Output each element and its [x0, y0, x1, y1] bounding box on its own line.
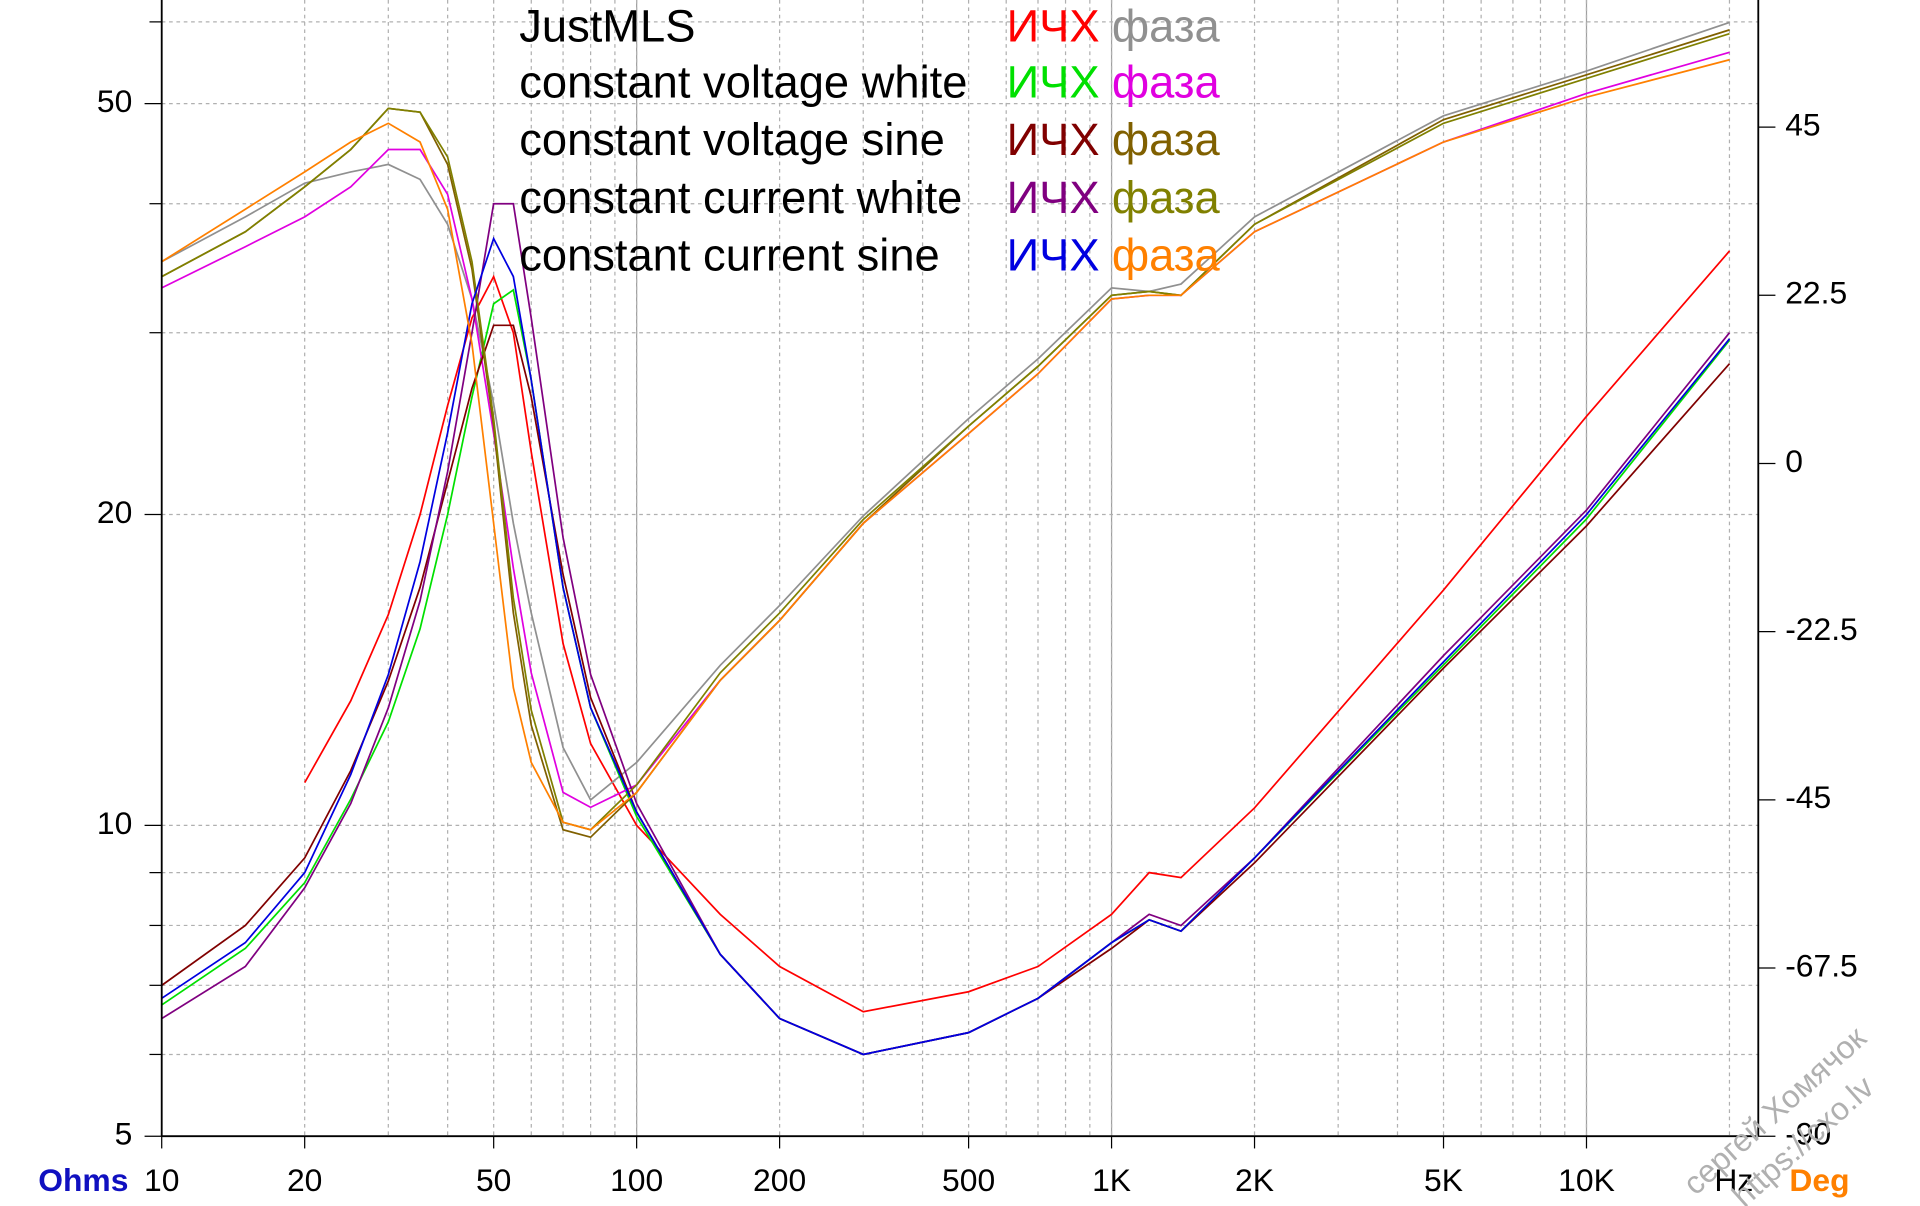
y2-tick-label: -67.5 — [1785, 947, 1858, 983]
legend-entry: ИЧХ — [1007, 57, 1100, 108]
plot-lines — [161, 21, 1731, 1056]
series-line — [161, 202, 1731, 1056]
legend-entry: ИЧХ — [1007, 114, 1100, 165]
legend-entry: фаза — [1112, 57, 1221, 108]
legend-entry: ИЧХ — [1007, 172, 1100, 223]
legend-group-label: constant current white — [519, 172, 962, 223]
legend-entry: фаза — [1112, 229, 1221, 280]
legend-entry: фаза — [1112, 114, 1221, 165]
legend-group-label: constant voltage white — [519, 57, 967, 108]
series-line — [161, 21, 1730, 802]
x-axis-label: Hz — [1714, 1162, 1753, 1198]
y-tick-label: 10 — [97, 805, 132, 841]
legend-group-label: constant voltage sine — [519, 114, 945, 165]
legend-group-label: JustMLS — [519, 0, 695, 51]
x-tick-label: 20 — [287, 1162, 322, 1198]
x-tick-label: 100 — [610, 1162, 663, 1198]
y-axis-label: Ohms — [38, 1162, 128, 1198]
x-tick-label: 200 — [753, 1162, 806, 1198]
y-tick-label: 50 — [97, 83, 132, 119]
y2-tick-label: -22.5 — [1785, 611, 1858, 647]
legend-entry: фаза — [1112, 0, 1221, 51]
x-tick-label: 2K — [1235, 1162, 1274, 1198]
series-line — [303, 250, 1731, 1013]
y2-axis-label: Deg — [1789, 1162, 1849, 1198]
x-tick-label: 10K — [1558, 1162, 1615, 1198]
y2-tick-label: -45 — [1785, 779, 1831, 815]
legend-entry: ИЧХ — [1007, 0, 1100, 51]
series-line — [161, 236, 1731, 1056]
x-tick-label: 10 — [144, 1162, 179, 1198]
y2-tick-label: 0 — [1785, 443, 1803, 479]
y-tick-label: 20 — [97, 494, 132, 530]
x-tick-label: 1K — [1092, 1162, 1131, 1198]
y2-tick-label: -90 — [1785, 1116, 1831, 1152]
y2-tick-label: 45 — [1785, 106, 1820, 142]
legend-entry: фаза — [1112, 172, 1221, 223]
series-line — [161, 58, 1730, 831]
x-tick-label: 50 — [476, 1162, 511, 1198]
x-tick-label: 500 — [942, 1162, 995, 1198]
legend-group-label: constant current sine — [519, 229, 939, 280]
legend-entry: ИЧХ — [1007, 229, 1100, 280]
y2-tick-label: 22.5 — [1785, 275, 1847, 311]
axes: 10 20 50 100 200 500 1K 2K 5K 10K 5 10 20 50 -90 -67.5 -… — [97, 0, 1858, 1198]
y-tick-label: 5 — [115, 1116, 133, 1152]
x-tick-label: 5K — [1424, 1162, 1463, 1198]
